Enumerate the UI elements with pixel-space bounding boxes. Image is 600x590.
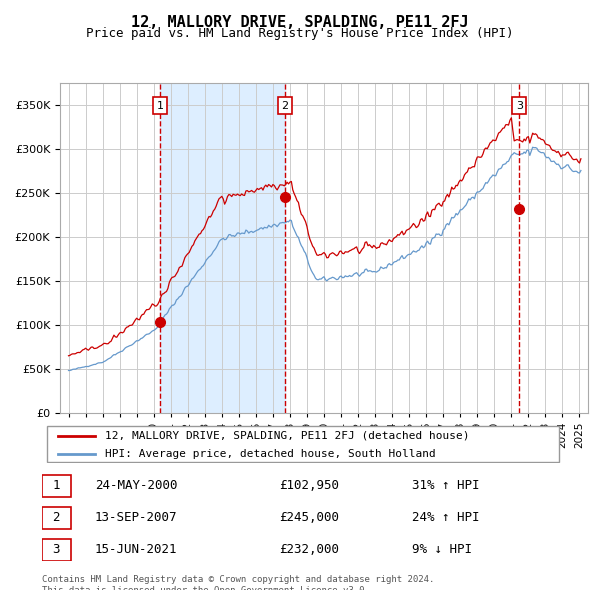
Text: 12, MALLORY DRIVE, SPALDING, PE11 2FJ: 12, MALLORY DRIVE, SPALDING, PE11 2FJ	[131, 15, 469, 30]
Text: 24-MAY-2000: 24-MAY-2000	[95, 479, 178, 492]
Text: 31% ↑ HPI: 31% ↑ HPI	[412, 479, 479, 492]
FancyBboxPatch shape	[42, 539, 71, 562]
Text: 9% ↓ HPI: 9% ↓ HPI	[412, 543, 472, 556]
Text: 1: 1	[157, 101, 164, 111]
Text: 3: 3	[53, 543, 60, 556]
Text: £102,950: £102,950	[280, 479, 340, 492]
Text: 1: 1	[53, 479, 60, 492]
Text: £245,000: £245,000	[280, 511, 340, 524]
FancyBboxPatch shape	[42, 474, 71, 497]
Bar	[160, 83, 285, 413]
Text: 24% ↑ HPI: 24% ↑ HPI	[412, 511, 479, 524]
Text: 15-JUN-2021: 15-JUN-2021	[95, 543, 178, 556]
FancyBboxPatch shape	[42, 507, 71, 529]
Text: £232,000: £232,000	[280, 543, 340, 556]
Text: Price paid vs. HM Land Registry's House Price Index (HPI): Price paid vs. HM Land Registry's House …	[86, 27, 514, 40]
FancyBboxPatch shape	[47, 425, 559, 463]
Text: 13-SEP-2007: 13-SEP-2007	[95, 511, 178, 524]
Text: 12, MALLORY DRIVE, SPALDING, PE11 2FJ (detached house): 12, MALLORY DRIVE, SPALDING, PE11 2FJ (d…	[106, 431, 470, 441]
Text: HPI: Average price, detached house, South Holland: HPI: Average price, detached house, Sout…	[106, 448, 436, 458]
Text: 2: 2	[281, 101, 289, 111]
Text: 3: 3	[515, 101, 523, 111]
Text: Contains HM Land Registry data © Crown copyright and database right 2024.
This d: Contains HM Land Registry data © Crown c…	[42, 575, 434, 590]
Text: 2: 2	[53, 511, 60, 524]
